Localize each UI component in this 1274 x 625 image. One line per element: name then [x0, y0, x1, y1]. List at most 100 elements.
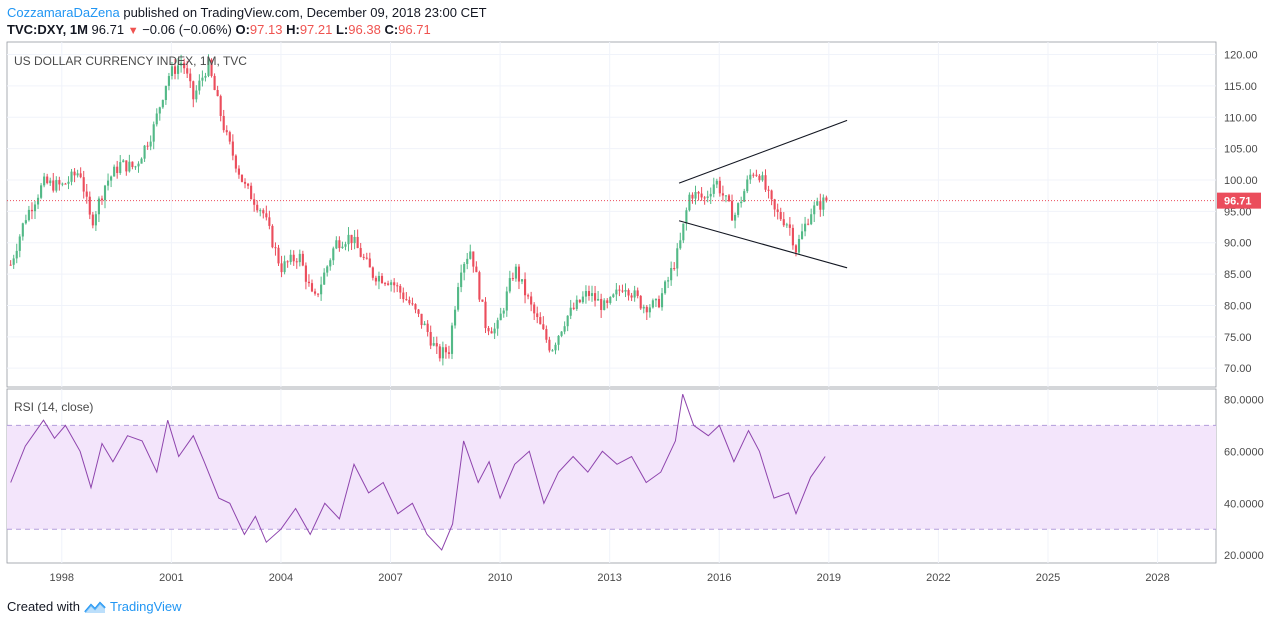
candle-body	[310, 283, 314, 292]
candle-body	[438, 346, 441, 359]
candle-body	[429, 331, 432, 346]
candle-body	[362, 256, 365, 258]
candle-body	[603, 300, 606, 310]
candle-body	[624, 290, 627, 292]
candle-body	[204, 75, 207, 78]
time-tick-label: 2022	[926, 572, 950, 584]
candle-body	[761, 175, 764, 181]
candle-body	[794, 245, 798, 253]
candle-body	[800, 231, 804, 240]
candle-body	[146, 145, 149, 147]
candle-body	[779, 212, 782, 220]
candle-body	[776, 209, 779, 213]
candle-body	[740, 201, 743, 204]
price-tick-label: 105.00	[1224, 144, 1258, 156]
candle-body	[271, 225, 274, 248]
candle-body	[499, 313, 502, 321]
time-tick-label: 2007	[378, 572, 402, 584]
price-tick-label: 115.00	[1224, 81, 1257, 93]
candle-body	[825, 197, 828, 201]
candle-body	[727, 195, 731, 202]
close-label: C:	[384, 22, 399, 37]
candle-body	[627, 290, 630, 296]
candle-body	[180, 62, 183, 66]
candle-body	[207, 59, 210, 76]
candle-body	[298, 253, 301, 263]
candle-body	[770, 190, 773, 200]
candle-body	[301, 253, 304, 266]
time-tick-label: 2001	[159, 572, 183, 584]
candle-body	[356, 236, 359, 249]
candle-body	[82, 177, 85, 192]
candle-body	[374, 277, 377, 282]
candle-body	[590, 293, 594, 296]
candle-body	[222, 115, 225, 131]
author-link[interactable]: CozzamaraDaZena	[7, 5, 120, 20]
candle-body	[636, 290, 639, 296]
candle-body	[563, 326, 566, 332]
candle-body	[110, 176, 113, 181]
candle-body	[642, 306, 645, 309]
candle-body	[654, 298, 658, 301]
price-tick-label: 80.00	[1224, 300, 1252, 312]
candle-body	[743, 191, 746, 202]
candle-body	[685, 210, 688, 224]
upper-trendline	[678, 119, 848, 184]
candle-body	[639, 295, 642, 309]
candle-body	[125, 160, 128, 172]
candle-body	[161, 100, 164, 108]
candle-body	[341, 246, 344, 249]
price-pane-frame	[6, 41, 1217, 388]
candle-body	[773, 199, 776, 210]
candle-body	[615, 289, 618, 295]
candle-body	[667, 280, 670, 282]
last-price-tag-bg	[1217, 192, 1261, 209]
candle-body	[240, 174, 244, 182]
candle-body	[721, 193, 724, 196]
candle-body	[527, 295, 530, 297]
candle-body	[609, 296, 612, 303]
rsi-line	[10, 394, 826, 551]
candle-body	[231, 141, 234, 156]
time-tick-label: 2013	[597, 572, 621, 584]
rsi-tick-label: 40.0000	[1224, 498, 1264, 510]
candle-body	[79, 173, 82, 178]
low-label: L:	[335, 22, 349, 37]
candle-body	[134, 166, 137, 168]
footer: Created with TradingView	[7, 599, 182, 614]
candle-body	[530, 296, 533, 305]
candle-body	[24, 220, 27, 224]
low-value: 96.38	[348, 22, 381, 37]
rsi-band	[7, 425, 1216, 530]
candle-body	[371, 267, 374, 278]
candle-body	[320, 284, 323, 295]
candle-body	[746, 179, 749, 192]
candle-body	[113, 166, 116, 177]
candle-body	[566, 315, 569, 327]
candle-body	[734, 214, 737, 221]
tradingview-link[interactable]: TradingView	[109, 599, 182, 614]
candle-body	[435, 343, 438, 347]
candle-body	[709, 193, 712, 197]
publish-info: CozzamaraDaZena published on TradingView…	[7, 5, 487, 20]
candle-body	[183, 62, 186, 69]
candle-body	[749, 174, 752, 180]
candle-body	[453, 309, 457, 326]
candle-body	[478, 272, 481, 300]
candle-body	[408, 299, 411, 304]
candle-body	[128, 161, 131, 172]
candle-body	[365, 257, 368, 259]
candle-body	[822, 197, 825, 210]
candle-body	[219, 96, 222, 116]
candle-body	[396, 285, 399, 287]
candle-body	[444, 347, 447, 353]
time-tick-label: 2025	[1036, 572, 1060, 584]
candle-body	[630, 295, 633, 298]
price-tick-label: 95.00	[1224, 206, 1252, 218]
candle-body	[551, 350, 554, 352]
candle-body	[234, 155, 237, 169]
last-price-tag-label: 96.71	[1224, 196, 1252, 208]
price-tick-label: 90.00	[1224, 238, 1252, 250]
candle-body	[12, 258, 15, 265]
